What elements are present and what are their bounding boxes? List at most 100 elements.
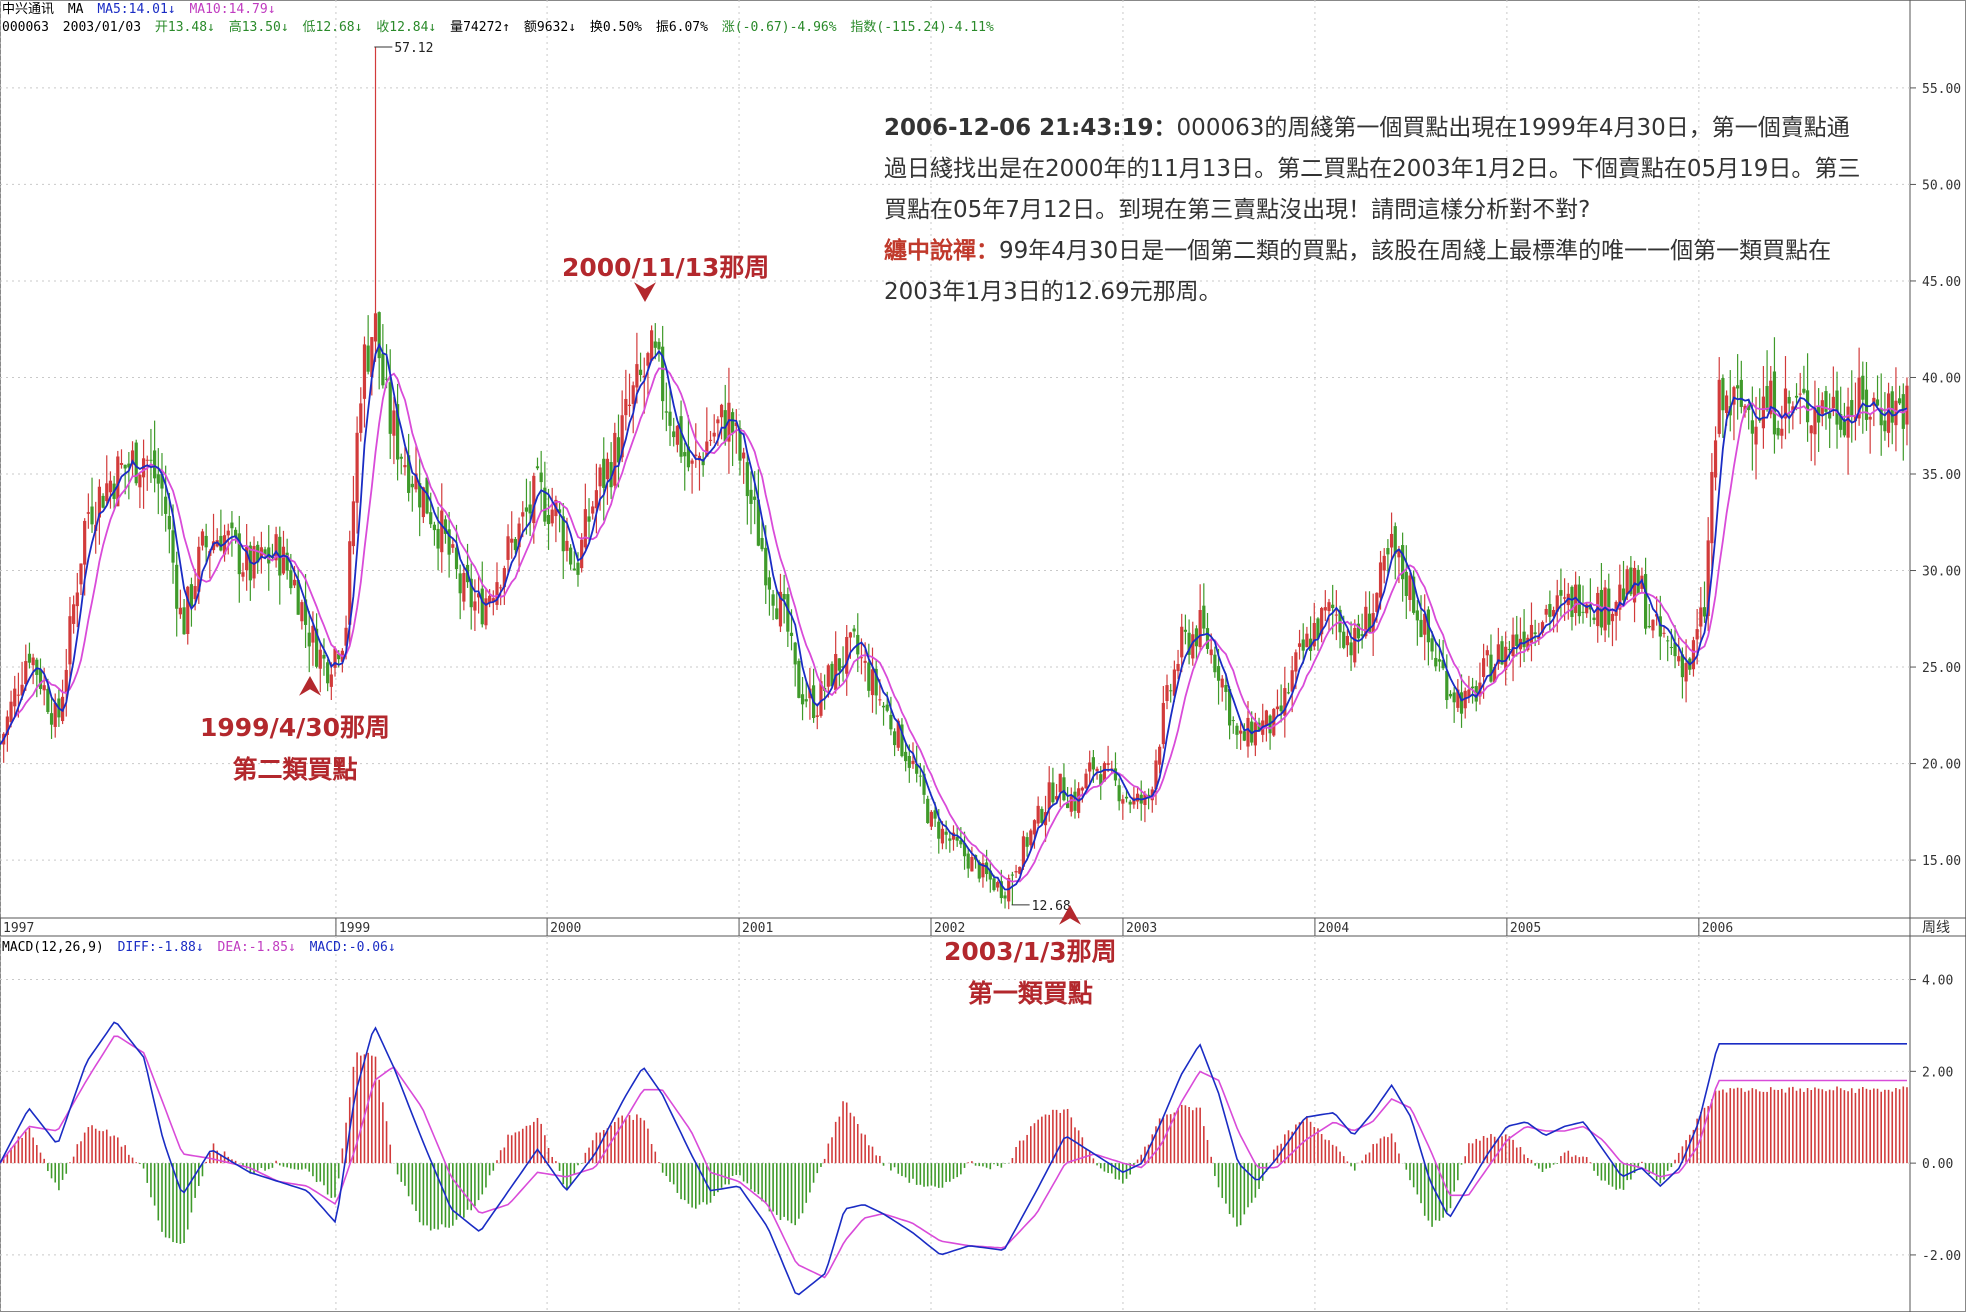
candle-body: [1209, 649, 1213, 656]
candle-body: [918, 775, 922, 777]
candle-body: [1540, 622, 1545, 633]
candle-body: [1658, 616, 1662, 637]
candle-body: [1010, 874, 1014, 876]
candle-body: [1548, 604, 1552, 617]
candle-body: [502, 568, 506, 588]
candle-body: [1202, 605, 1206, 629]
candle-body: [1459, 692, 1464, 714]
candle-body: [167, 515, 171, 530]
candle-body: [1695, 629, 1699, 640]
candle-body: [1297, 643, 1302, 647]
candle-body: [911, 760, 915, 765]
candle-body: [1802, 388, 1806, 393]
candle-body: [495, 582, 499, 605]
candle-body: [436, 528, 440, 549]
candle-body: [719, 404, 724, 418]
candle-body: [1625, 569, 1629, 595]
macd-diff-value: DIFF:-1.88↓: [117, 940, 204, 955]
index-value: 指数(-115.24)-4.11%: [850, 20, 994, 35]
candle-body: [878, 699, 882, 701]
macd-macd-value: MACD:-0.06↓: [309, 940, 396, 955]
candle-body: [101, 495, 105, 508]
macd-title: MACD(12,26,9): [2, 940, 104, 955]
candle-body: [1879, 408, 1883, 426]
candle-body: [646, 353, 650, 366]
candle-body: [992, 878, 996, 891]
candle-body: [955, 837, 959, 841]
candle-body: [738, 428, 742, 461]
candle-body: [870, 669, 875, 696]
candle-body: [1176, 663, 1180, 672]
candle-body: [348, 541, 352, 625]
candle-body: [237, 533, 241, 575]
candle-body: [381, 353, 385, 386]
candle-body: [1401, 545, 1405, 580]
candle-body: [1117, 785, 1121, 802]
candle-body: [1246, 717, 1250, 747]
candle-body: [252, 546, 256, 579]
candle-body: [661, 346, 665, 402]
candle-body: [1467, 689, 1471, 697]
candle-body: [1088, 762, 1092, 772]
candle-body: [105, 483, 109, 502]
candle-body: [245, 547, 249, 571]
price-tick-label: 55.00: [1922, 82, 1961, 97]
low-spike-label: 12.68: [1032, 899, 1071, 914]
time-tick-label: 2005: [1510, 921, 1541, 936]
candle-body: [1680, 654, 1685, 678]
candle-body: [1621, 588, 1626, 601]
candle-body: [605, 458, 610, 480]
candle-body: [134, 442, 138, 484]
candle-body: [13, 688, 17, 707]
candle-body: [841, 666, 845, 668]
candle-body: [1172, 669, 1176, 696]
candle-body: [373, 313, 378, 342]
candle-body: [1496, 644, 1500, 664]
candle-body: [1235, 725, 1239, 735]
ma5-line: [0, 342, 1908, 891]
candle-body: [926, 798, 930, 824]
candle-body: [959, 840, 963, 845]
candle-body: [907, 755, 911, 768]
candle-body: [1828, 413, 1832, 419]
candle-body: [1850, 400, 1854, 417]
candle-body: [1699, 607, 1703, 627]
candle-body: [1886, 393, 1891, 433]
candle-body: [399, 456, 403, 459]
candle-body: [1669, 647, 1673, 649]
candle-body: [1423, 613, 1427, 635]
candle-body: [337, 653, 341, 660]
candle-body: [1135, 793, 1140, 802]
candle-body: [1272, 708, 1276, 736]
time-tick-label: 1997: [3, 921, 34, 936]
candle-body: [1835, 390, 1839, 425]
candle-body: [1437, 659, 1442, 662]
candle-body: [1018, 866, 1022, 874]
macd-diff-line: [0, 1021, 1907, 1296]
low-value: 低12.68↓: [302, 20, 363, 35]
candle-body: [760, 537, 764, 550]
candle-body: [1470, 686, 1475, 689]
candle-body: [1345, 635, 1349, 646]
candle-body: [1069, 796, 1073, 812]
candle-body: [1809, 425, 1813, 434]
turnover-value: 换0.50%: [589, 20, 642, 35]
candle-body: [513, 539, 517, 551]
candle-body: [1242, 731, 1246, 741]
candle-body: [377, 312, 381, 359]
candle-body: [1445, 670, 1449, 701]
candle-body: [1169, 690, 1173, 692]
candle-body: [1883, 420, 1887, 432]
candle-body: [1677, 656, 1681, 662]
candle-body: [929, 811, 933, 827]
candle-body: [473, 601, 477, 611]
candle-body: [1382, 555, 1386, 571]
price-panel: 57.12 12.68: [0, 41, 1909, 914]
candle-body: [469, 578, 473, 608]
candle-body: [9, 701, 13, 723]
candle-body: [1463, 690, 1467, 709]
candle-body: [1713, 440, 1718, 478]
candle-body: [38, 669, 43, 689]
candle-body: [789, 632, 794, 636]
candle-body: [1054, 796, 1059, 800]
